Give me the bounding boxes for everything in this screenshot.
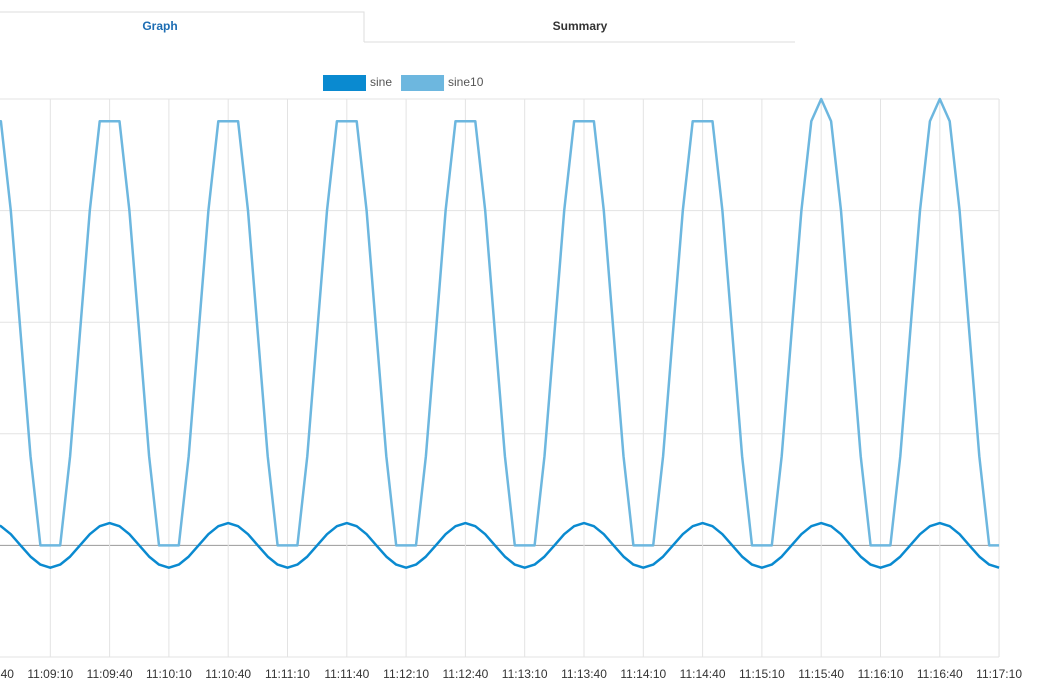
tab-summary[interactable]: Summary xyxy=(553,19,608,33)
x-tick-label: 11:16:10 xyxy=(858,667,904,681)
x-tick-label: 11:09:10 xyxy=(27,667,73,681)
tab-graph[interactable]: Graph xyxy=(142,19,177,33)
x-tick-label: 11:14:40 xyxy=(680,667,726,681)
legend-label: sine10 xyxy=(448,75,484,89)
x-tick-label: 11:12:40 xyxy=(442,667,488,681)
x-tick-label: 11:09:40 xyxy=(87,667,133,681)
legend-swatch xyxy=(401,75,445,91)
series-line xyxy=(0,521,1000,569)
x-tick-label: 11:14:10 xyxy=(620,667,666,681)
x-tick-label: 11:15:10 xyxy=(739,667,785,681)
x-tick-label: 11:15:40 xyxy=(798,667,844,681)
legend-swatch xyxy=(323,75,366,91)
x-tick-label: 11:08:40 xyxy=(0,667,14,681)
series-line xyxy=(0,97,1000,547)
x-tick-label: 11:11:40 xyxy=(324,667,369,681)
x-tick-label: 11:10:10 xyxy=(146,667,192,681)
x-tick-label: 11:10:40 xyxy=(205,667,251,681)
x-tick-label: 11:13:10 xyxy=(502,667,548,681)
legend-label: sine xyxy=(370,75,392,89)
x-tick-label: 11:16:40 xyxy=(917,667,963,681)
x-tick-label: 11:11:10 xyxy=(265,667,310,681)
x-tick-label: 11:13:40 xyxy=(561,667,607,681)
x-tick-label: 11:12:10 xyxy=(383,667,429,681)
active-tab-border xyxy=(0,11,365,42)
x-tick-label: 11:17:10 xyxy=(976,667,1022,681)
